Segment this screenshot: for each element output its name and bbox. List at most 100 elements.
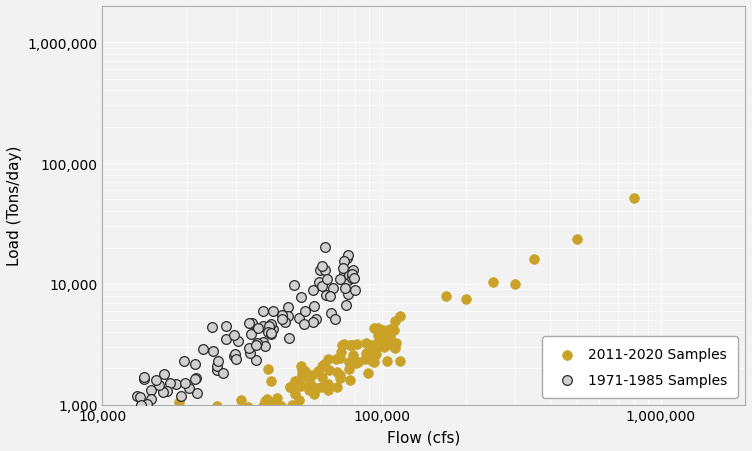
2011-2020 Samples	[239, 430, 251, 437]
2011-2020 Samples	[257, 402, 269, 410]
1971-1985 Samples	[324, 293, 336, 300]
2011-2020 Samples	[235, 397, 247, 404]
2011-2020 Samples	[440, 292, 452, 299]
2011-2020 Samples	[173, 399, 185, 406]
2011-2020 Samples	[308, 391, 320, 398]
2011-2020 Samples	[334, 371, 346, 378]
2011-2020 Samples	[209, 432, 221, 439]
1971-1985 Samples	[329, 316, 341, 323]
2011-2020 Samples	[394, 312, 406, 319]
1971-1985 Samples	[145, 396, 157, 403]
1971-1985 Samples	[346, 270, 358, 277]
1971-1985 Samples	[138, 376, 150, 383]
2011-2020 Samples	[284, 384, 296, 391]
1971-1985 Samples	[229, 350, 241, 358]
1971-1985 Samples	[257, 338, 269, 345]
1971-1985 Samples	[298, 320, 310, 327]
2011-2020 Samples	[202, 448, 214, 451]
1971-1985 Samples	[308, 287, 320, 294]
2011-2020 Samples	[350, 360, 362, 367]
2011-2020 Samples	[208, 450, 220, 451]
2011-2020 Samples	[204, 441, 216, 448]
2011-2020 Samples	[152, 436, 164, 443]
2011-2020 Samples	[205, 436, 217, 443]
1971-1985 Samples	[314, 267, 326, 274]
2011-2020 Samples	[296, 362, 308, 369]
1971-1985 Samples	[342, 277, 354, 284]
2011-2020 Samples	[182, 446, 194, 451]
2011-2020 Samples	[387, 343, 399, 350]
2011-2020 Samples	[352, 359, 364, 366]
1971-1985 Samples	[208, 347, 220, 354]
1971-1985 Samples	[341, 302, 353, 309]
2011-2020 Samples	[366, 342, 378, 349]
2011-2020 Samples	[304, 379, 316, 387]
1971-1985 Samples	[190, 376, 202, 383]
2011-2020 Samples	[299, 367, 311, 374]
2011-2020 Samples	[329, 355, 341, 363]
2011-2020 Samples	[220, 431, 232, 438]
1971-1985 Samples	[156, 389, 168, 396]
1971-1985 Samples	[288, 282, 300, 289]
1971-1985 Samples	[243, 344, 255, 351]
1971-1985 Samples	[250, 357, 262, 364]
1971-1985 Samples	[327, 285, 339, 292]
1971-1985 Samples	[265, 320, 277, 327]
1971-1985 Samples	[334, 276, 346, 283]
1971-1985 Samples	[348, 275, 360, 282]
2011-2020 Samples	[459, 296, 472, 303]
1971-1985 Samples	[164, 379, 176, 387]
2011-2020 Samples	[628, 195, 640, 202]
2011-2020 Samples	[331, 383, 343, 391]
1971-1985 Samples	[252, 325, 264, 332]
1971-1985 Samples	[284, 334, 296, 341]
2011-2020 Samples	[369, 352, 381, 359]
2011-2020 Samples	[223, 436, 235, 443]
2011-2020 Samples	[323, 366, 335, 373]
2011-2020 Samples	[347, 356, 359, 363]
2011-2020 Samples	[363, 350, 375, 357]
1971-1985 Samples	[220, 335, 232, 342]
1971-1985 Samples	[170, 380, 182, 387]
2011-2020 Samples	[390, 318, 402, 325]
2011-2020 Samples	[196, 450, 208, 451]
1971-1985 Samples	[153, 382, 165, 389]
1971-1985 Samples	[158, 371, 170, 378]
2011-2020 Samples	[487, 279, 499, 286]
2011-2020 Samples	[372, 332, 384, 339]
2011-2020 Samples	[274, 406, 286, 414]
1971-1985 Samples	[276, 316, 288, 323]
2011-2020 Samples	[310, 384, 322, 391]
2011-2020 Samples	[288, 405, 300, 413]
1971-1985 Samples	[138, 373, 150, 381]
2011-2020 Samples	[296, 371, 308, 378]
1971-1985 Samples	[321, 276, 333, 283]
2011-2020 Samples	[189, 433, 201, 441]
1971-1985 Samples	[189, 360, 201, 368]
1971-1985 Samples	[144, 387, 156, 394]
2011-2020 Samples	[284, 383, 296, 391]
1971-1985 Samples	[220, 322, 232, 330]
2011-2020 Samples	[186, 444, 198, 451]
1971-1985 Samples	[263, 323, 275, 330]
2011-2020 Samples	[170, 448, 182, 451]
1971-1985 Samples	[279, 319, 291, 326]
2011-2020 Samples	[384, 326, 396, 333]
1971-1985 Samples	[257, 322, 269, 330]
2011-2020 Samples	[338, 341, 350, 348]
2011-2020 Samples	[286, 384, 298, 391]
2011-2020 Samples	[221, 415, 233, 423]
2011-2020 Samples	[296, 367, 308, 374]
1971-1985 Samples	[342, 252, 354, 259]
2011-2020 Samples	[170, 429, 182, 436]
1971-1985 Samples	[341, 254, 353, 262]
2011-2020 Samples	[238, 412, 250, 419]
1971-1985 Samples	[299, 308, 311, 315]
1971-1985 Samples	[262, 329, 274, 336]
2011-2020 Samples	[306, 372, 318, 379]
2011-2020 Samples	[167, 446, 179, 451]
2011-2020 Samples	[332, 369, 344, 376]
2011-2020 Samples	[257, 426, 269, 433]
1971-1985 Samples	[282, 312, 294, 319]
2011-2020 Samples	[376, 333, 388, 341]
